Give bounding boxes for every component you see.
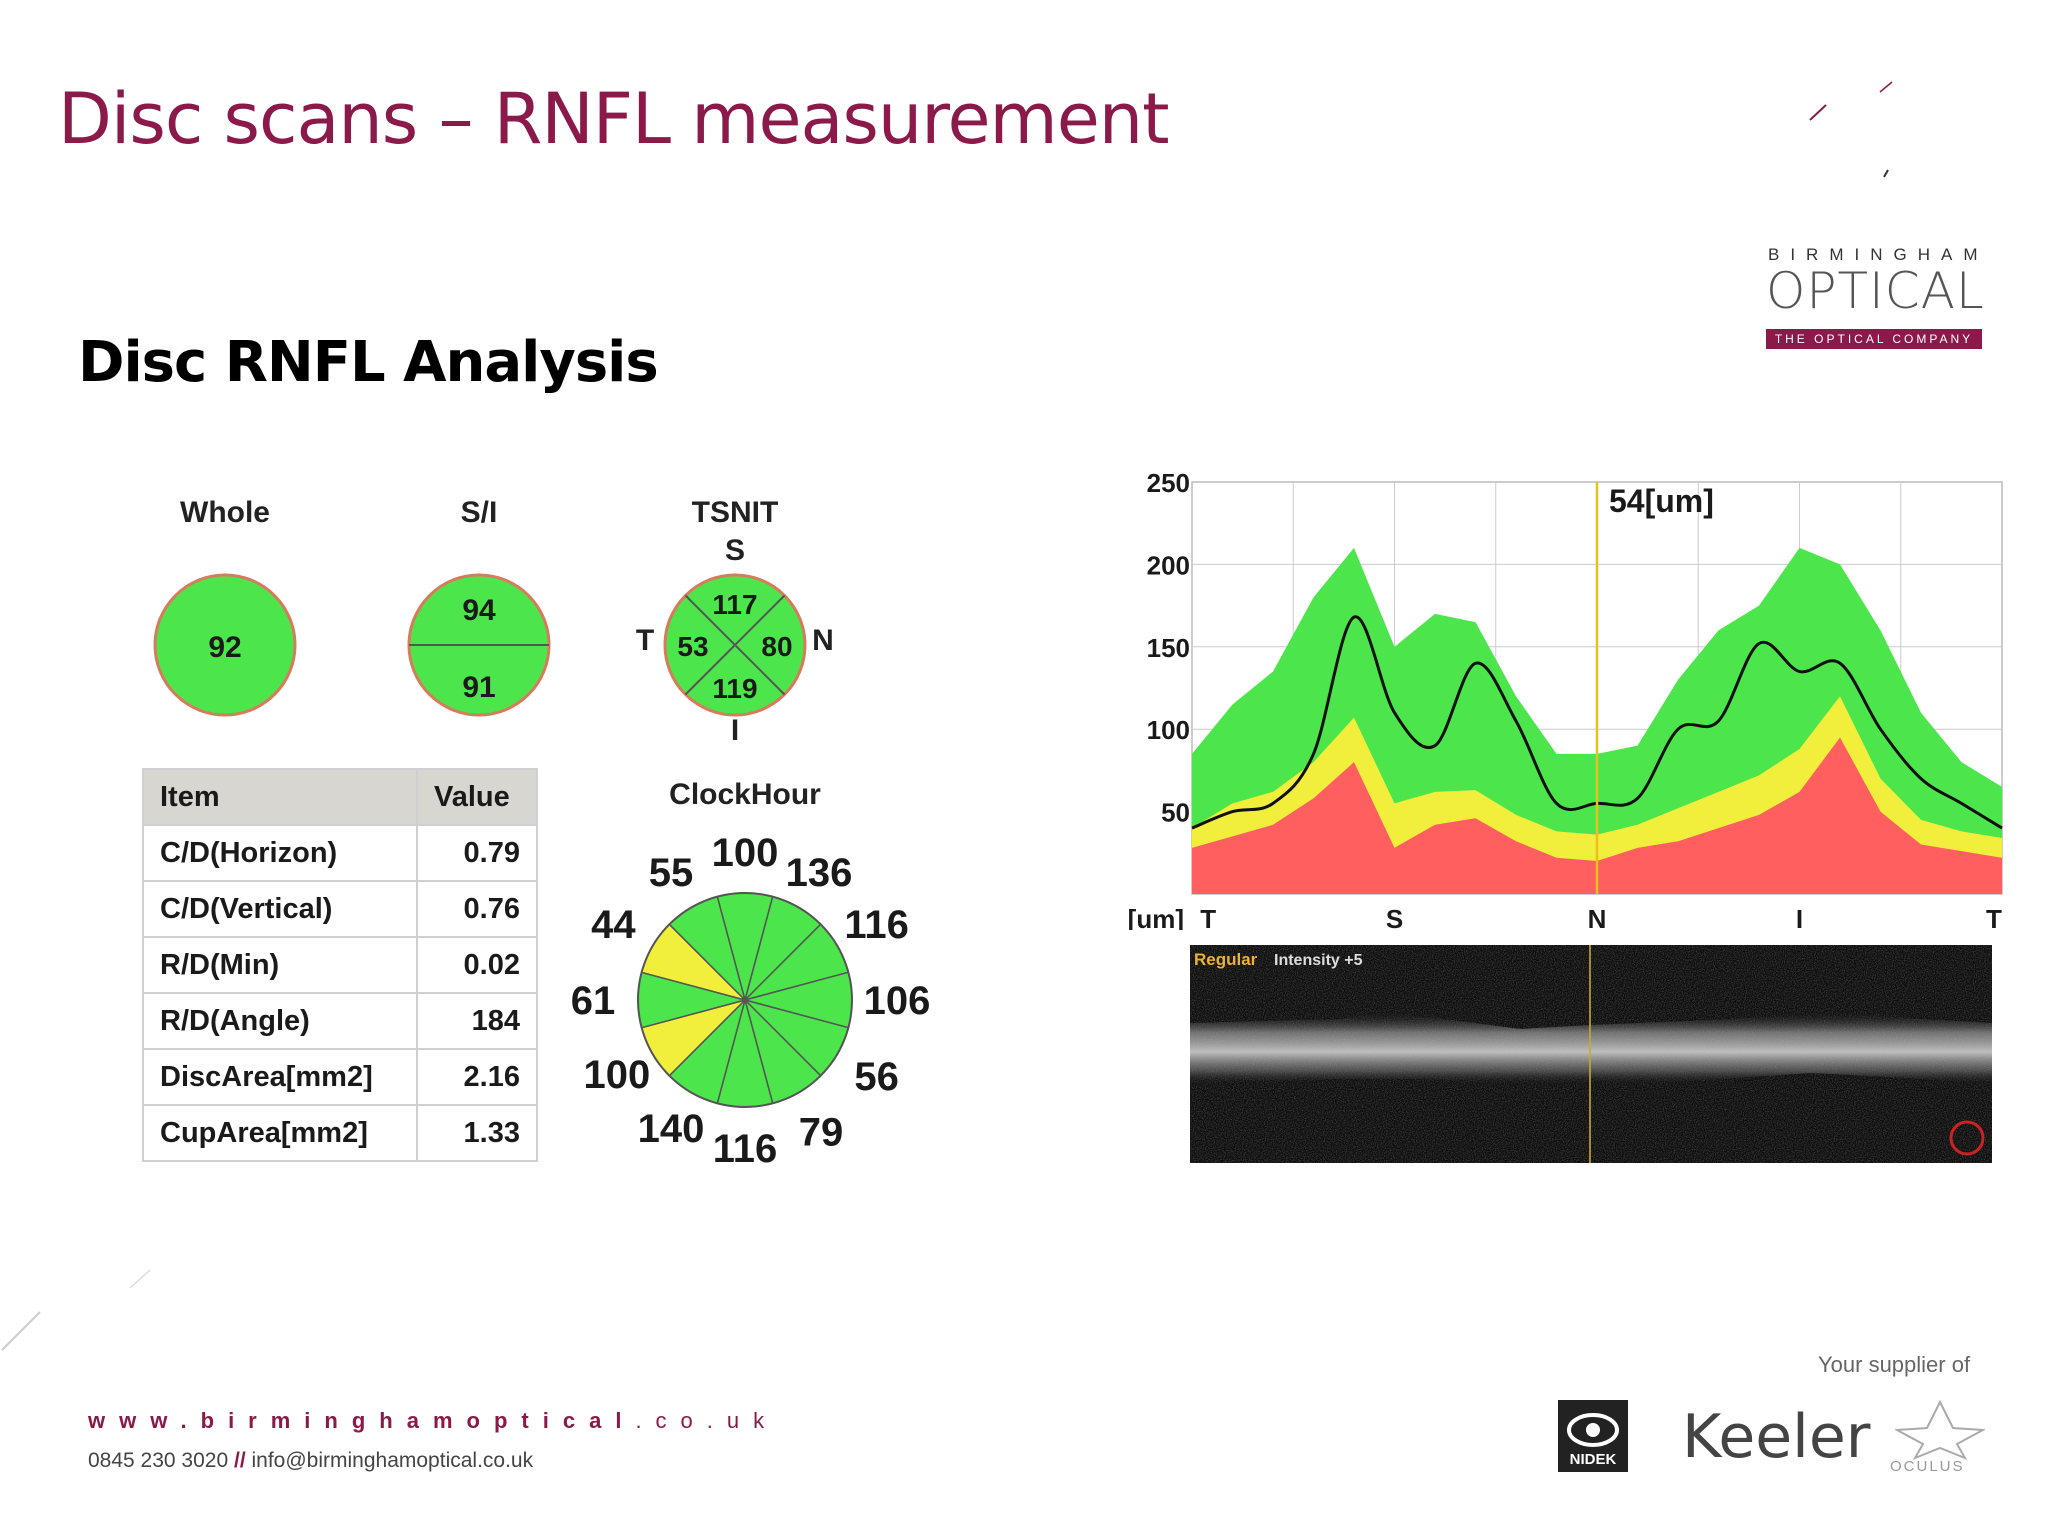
tsnit-s-value: 117 [712, 589, 757, 620]
clockhour-outline [637, 892, 853, 1108]
row-value: 184 [416, 992, 538, 1050]
tsnit-s-label: S [724, 534, 745, 567]
clockhour-value: 116 [844, 903, 909, 947]
clockhour-value: 56 [854, 1055, 899, 1099]
clockhour-value: 100 [583, 1053, 650, 1097]
si-inferior-value: 91 [462, 671, 495, 704]
row-item: R/D(Angle) [142, 992, 418, 1050]
row-value: 1.33 [416, 1104, 538, 1162]
clockhour-value: 79 [799, 1111, 844, 1155]
footer-url-tld: .co.uk [635, 1408, 779, 1433]
tsnit-n-label: N [812, 624, 834, 657]
clockhour-value: 106 [864, 979, 930, 1023]
tsnit-i-label: I [730, 714, 740, 747]
table-row: R/D(Min) 0.02 [142, 936, 538, 994]
clockhour-value: 100 [712, 831, 779, 875]
table-row: R/D(Angle) 184 [142, 992, 538, 1050]
row-item: C/D(Horizon) [142, 824, 418, 882]
nidek-logo-icon [1558, 1400, 1628, 1472]
row-value: 0.02 [416, 936, 538, 994]
clockhour-value: 55 [649, 851, 694, 895]
keeler-brand: Keeler [1682, 1402, 1871, 1472]
tsnit-label: TSNIT [691, 496, 779, 529]
clockhour-value: 61 [571, 979, 616, 1023]
chart-patient-line [1191, 615, 2003, 830]
oculus-brand: OCULUS [1890, 1458, 1965, 1475]
chart-x-tick: I [1796, 904, 1803, 930]
chart-y-tick: 50 [1161, 798, 1190, 828]
footer-phone: 0845 230 3020 [88, 1449, 229, 1472]
oculus-logo-icon [1895, 1400, 1985, 1460]
supplier-caption: Your supplier of [1818, 1352, 1971, 1377]
disc-metrics-table: Item Value C/D(Horizon) 0.79 C/D(Vertical… [142, 768, 538, 1162]
tsnit-t-label: T [635, 624, 655, 657]
clockhour-value: 140 [638, 1107, 705, 1151]
col-value-header: Value [416, 768, 538, 826]
chart-y-tick: 250 [1147, 468, 1190, 498]
bscan-intensity-label: Intensity +5 [1274, 952, 1363, 969]
footer-email[interactable]: info@birminghamoptical.co.uk [251, 1449, 534, 1472]
table-row: DiscArea[mm2] 2.16 [142, 1048, 538, 1106]
footer-website[interactable]: www.birminghamoptical.co.uk [88, 1408, 778, 1434]
chart-x-tick: S [1386, 904, 1403, 930]
chart-y-tick: 200 [1147, 550, 1190, 580]
section-heading: Disc RNFL Analysis [78, 330, 659, 395]
clockhour-value: 116 [713, 1127, 778, 1171]
table-row: C/D(Horizon) 0.79 [142, 824, 538, 882]
whole-circle: 92 [153, 573, 297, 717]
clockhour-label: ClockHour [669, 778, 821, 811]
logo-tagline: THE OPTICAL COMPANY [1766, 329, 1982, 349]
logo-swoosh-icon [1809, 81, 1893, 178]
chart-y-tick: 150 [1147, 633, 1190, 663]
clockhour-value: 136 [786, 851, 853, 895]
row-item: R/D(Min) [142, 936, 418, 994]
clockhour-value: 44 [591, 903, 636, 947]
row-item: CupArea[mm2] [142, 1104, 418, 1162]
tsnit-n-value: 80 [761, 631, 792, 662]
chart-y-axis-label: [um] [1128, 904, 1184, 930]
col-item-header: Item [142, 768, 418, 826]
whole-value: 92 [208, 631, 241, 664]
row-value: 0.76 [416, 880, 538, 938]
chart-x-tick: T [1200, 904, 1216, 930]
logo-line1: BIRMINGHAM [1768, 245, 1989, 264]
si-superior-value: 94 [462, 594, 496, 627]
row-item: C/D(Vertical) [142, 880, 418, 938]
chart-x-tick: N [1588, 904, 1607, 930]
si-label: S/I [460, 496, 498, 529]
tsnit-t-value: 53 [677, 631, 708, 662]
row-value: 2.16 [416, 1048, 538, 1106]
table-header-row: Item Value [142, 768, 538, 826]
chart-x-tick: T [1986, 904, 2002, 930]
chart-y-tick: 100 [1147, 715, 1190, 745]
row-item: DiscArea[mm2] [142, 1048, 418, 1106]
si-circle: 94 91 [407, 573, 551, 717]
decorative-swoosh-icon [1, 1269, 151, 1351]
oct-bscan-image: Regular Intensity +5 [1190, 945, 1992, 1163]
whole-label: Whole [180, 496, 270, 529]
tsnit-i-value: 119 [712, 673, 757, 704]
chart-area-abnormal [1192, 737, 2002, 894]
footer-separator: // [233, 1449, 246, 1472]
bscan-regular-label: Regular [1194, 950, 1258, 969]
footer-url-main: www.birminghamoptical [88, 1408, 636, 1433]
slide-title: Disc scans – RNFL measurement [58, 78, 1170, 160]
footer-contact: 0845 230 3020 // info@birminghamoptical.… [88, 1449, 533, 1473]
table-row: C/D(Vertical) 0.76 [142, 880, 538, 938]
chart-marker-label: 54[um] [1609, 483, 1714, 519]
table-row: CupArea[mm2] 1.33 [142, 1104, 538, 1162]
tsnit-circle: 117 53 80 119 [663, 573, 807, 717]
logo-line2: OPTICAL [1766, 262, 1985, 320]
row-value: 0.79 [416, 824, 538, 882]
rnfl-thickness-chart: 54[um] 250 200 150 100 50 [um] T S N I T [1128, 468, 2003, 930]
nidek-brand: NIDEK [1569, 1451, 1617, 1468]
